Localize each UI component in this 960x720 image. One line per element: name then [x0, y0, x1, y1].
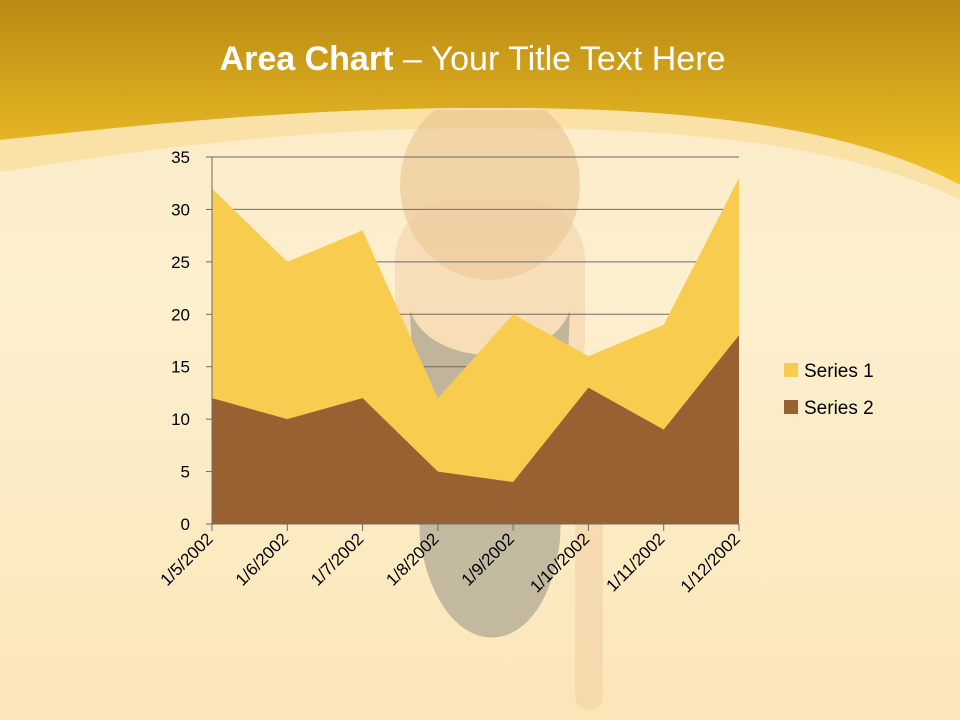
y-tick-label: 25 — [171, 253, 190, 272]
legend-label-series-2: Series 2 — [804, 398, 874, 419]
x-tick-label: 1/7/2002 — [307, 529, 367, 589]
title-bold: Area Chart — [219, 40, 394, 78]
x-tick-label: 1/12/2002 — [677, 529, 744, 596]
title-rest: – Your Title Text Here — [393, 40, 726, 78]
x-tick-label: 1/9/2002 — [458, 529, 518, 589]
y-tick-label: 5 — [181, 463, 190, 482]
x-tick-label: 1/6/2002 — [232, 529, 292, 589]
y-tick-label: 15 — [171, 358, 190, 377]
x-tick-label: 1/5/2002 — [157, 529, 217, 589]
y-tick-label: 10 — [171, 410, 190, 429]
y-tick-label: 20 — [171, 305, 190, 324]
x-tick-label: 1/10/2002 — [526, 529, 593, 596]
legend-swatch-series-2 — [784, 400, 798, 414]
y-tick-label: 35 — [171, 148, 190, 167]
slide-title: Area Chart – Your Title Text Here — [0, 40, 945, 79]
plot-area — [212, 177, 739, 524]
x-tick-label: 1/11/2002 — [603, 529, 669, 595]
legend-label-series-1: Series 1 — [804, 361, 874, 382]
y-tick-label: 0 — [181, 515, 190, 534]
legend-swatch-series-1 — [784, 363, 798, 377]
x-tick-label: 1/8/2002 — [382, 529, 442, 589]
y-tick-label: 30 — [171, 200, 190, 219]
title-banner — [0, 0, 960, 200]
area-series-2 — [212, 335, 739, 524]
legend: Series 1 Series 2 — [784, 361, 874, 419]
